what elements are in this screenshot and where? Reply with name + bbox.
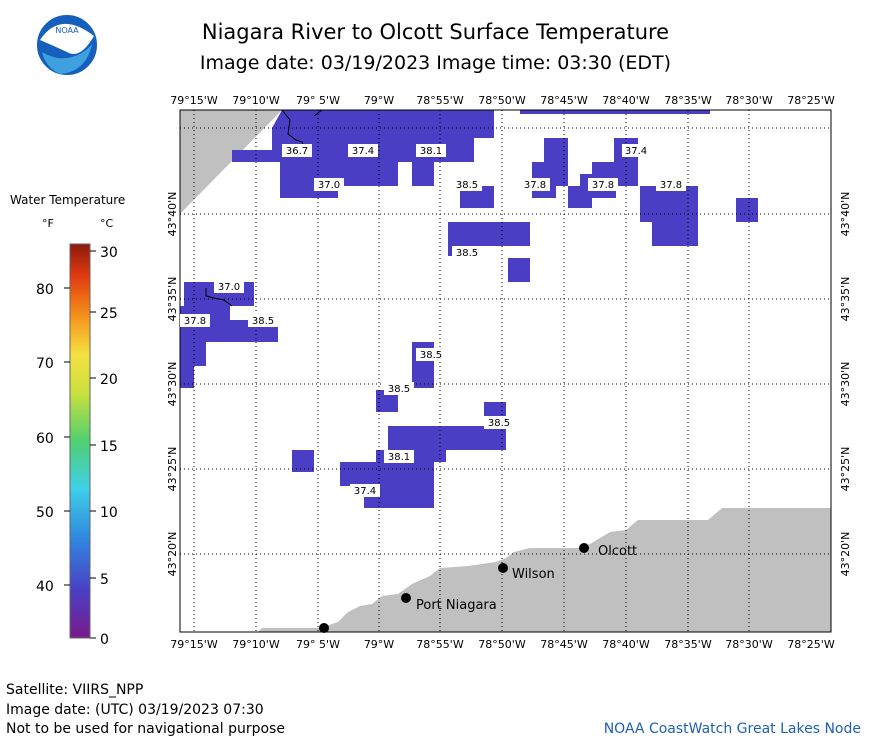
lon-label-top: 79°15'W [170, 94, 218, 107]
lon-label-bottom: 78°35'W [664, 638, 712, 651]
temp-label: 37.4 [354, 486, 376, 497]
lat-label-right: 43°30'N [839, 362, 852, 407]
town-marker-icon [319, 623, 329, 633]
place-label-olcott: Olcott [598, 544, 637, 559]
c-tick: 5 [100, 572, 109, 588]
lon-label-top: 79°10'W [232, 94, 280, 107]
temp-label: 38.5 [252, 316, 274, 327]
footer-satellite: Satellite: VIIRS_NPP [6, 682, 144, 698]
lon-label-top: 78°50'W [478, 94, 526, 107]
lon-label-bottom: 79°W [364, 638, 394, 651]
lon-label-bottom: 79°15'W [170, 638, 218, 651]
lat-label-right: 43°35'N [839, 277, 852, 322]
lon-label-top: 78°55'W [416, 94, 464, 107]
footer-disclaimer: Not to be used for navigational purpose [6, 721, 285, 737]
c-tick: 15 [100, 439, 118, 455]
wilson-marker-icon [498, 563, 508, 573]
lon-label-bottom: 78°50'W [478, 638, 526, 651]
temp-label: 38.1 [420, 146, 442, 157]
legend-unit-celsius: °C [100, 217, 114, 230]
lat-label-left: 43°25'N [166, 447, 179, 492]
temp-label: 37.8 [660, 180, 682, 191]
color-scale-ticks [64, 250, 96, 639]
temp-label-boxes [180, 144, 686, 497]
temp-label: 38.5 [456, 248, 478, 259]
page-title: Niagara River to Olcott Surface Temperat… [201, 20, 670, 44]
f-tick: 40 [36, 579, 54, 595]
port-niagara-marker-icon [401, 593, 411, 603]
lat-label-left: 43°40'N [166, 192, 179, 237]
f-tick: 60 [36, 431, 54, 447]
temp-label: 37.8 [184, 316, 206, 327]
color-scale-bar [69, 243, 91, 639]
logo-text: NOAA [55, 26, 79, 35]
lat-label-right: 43°20'N [839, 532, 852, 577]
border-line [281, 109, 307, 151]
lon-label-bottom: 78°55'W [416, 638, 464, 651]
c-tick: 30 [100, 245, 118, 261]
lat-label-right: 43°40'N [839, 192, 852, 237]
legend-title: Water Temperature [10, 193, 126, 207]
temp-label: 37.8 [592, 180, 614, 191]
temp-label: 38.5 [420, 350, 442, 361]
temp-label: 37.4 [352, 146, 374, 157]
lon-label-top: 79° 5'W [296, 94, 340, 107]
noaa-logo-icon: NOAA [35, 13, 99, 77]
temp-label: 37.0 [318, 180, 340, 191]
lon-label-top: 79°W [364, 94, 394, 107]
temp-label: 37.4 [625, 146, 647, 157]
f-tick: 70 [36, 356, 54, 372]
lon-label-bottom: 79°10'W [232, 638, 280, 651]
lon-label-bottom: 78°45'W [540, 638, 588, 651]
temp-label: 37.8 [524, 180, 546, 191]
lon-label-top: 78°25'W [787, 94, 835, 107]
lon-label-top: 78°35'W [664, 94, 712, 107]
border-line [205, 288, 233, 307]
lon-label-bottom: 78°25'W [787, 638, 835, 651]
lat-label-right: 43°25'N [839, 447, 852, 492]
lon-label-bottom: 78°30'W [725, 638, 773, 651]
lon-label-bottom: 78°40'W [602, 638, 650, 651]
lat-label-left: 43°20'N [166, 532, 179, 577]
c-tick: 20 [100, 372, 118, 388]
temp-label: 38.1 [388, 452, 410, 463]
place-markers [319, 543, 589, 633]
lon-label-top: 78°30'W [725, 94, 773, 107]
c-tick: 10 [100, 505, 118, 521]
olcott-marker-icon [579, 543, 589, 553]
footer-credit: NOAA CoastWatch Great Lakes Node [603, 721, 861, 737]
f-tick: 80 [36, 282, 54, 298]
lon-label-top: 78°45'W [540, 94, 588, 107]
map-border [179, 109, 832, 633]
lat-label-left: 43°35'N [166, 277, 179, 322]
temp-label: 37.0 [218, 282, 240, 293]
place-label-wilson: Wilson [512, 567, 555, 582]
grid-lines [180, 110, 831, 632]
legend-unit-fahrenheit: °F [42, 217, 54, 230]
temp-label: 38.5 [456, 180, 478, 191]
lat-label-left: 43°30'N [166, 362, 179, 407]
land-canada [180, 110, 282, 214]
c-tick: 25 [100, 306, 118, 322]
f-tick: 50 [36, 505, 54, 521]
temp-label: 36.7 [286, 146, 308, 157]
lon-label-bottom: 79° 5'W [296, 638, 340, 651]
border-line [313, 109, 323, 117]
place-label-port-niagara: Port Niagara [416, 598, 497, 613]
temp-label: 38.5 [388, 384, 410, 395]
footer-utc-date: Image date: (UTC) 03/19/2023 07:30 [6, 702, 264, 718]
temp-label: 38.5 [488, 418, 510, 429]
c-tick: 0 [100, 632, 109, 648]
lon-label-top: 78°40'W [602, 94, 650, 107]
page-subtitle: Image date: 03/19/2023 Image time: 03:30… [199, 52, 672, 74]
